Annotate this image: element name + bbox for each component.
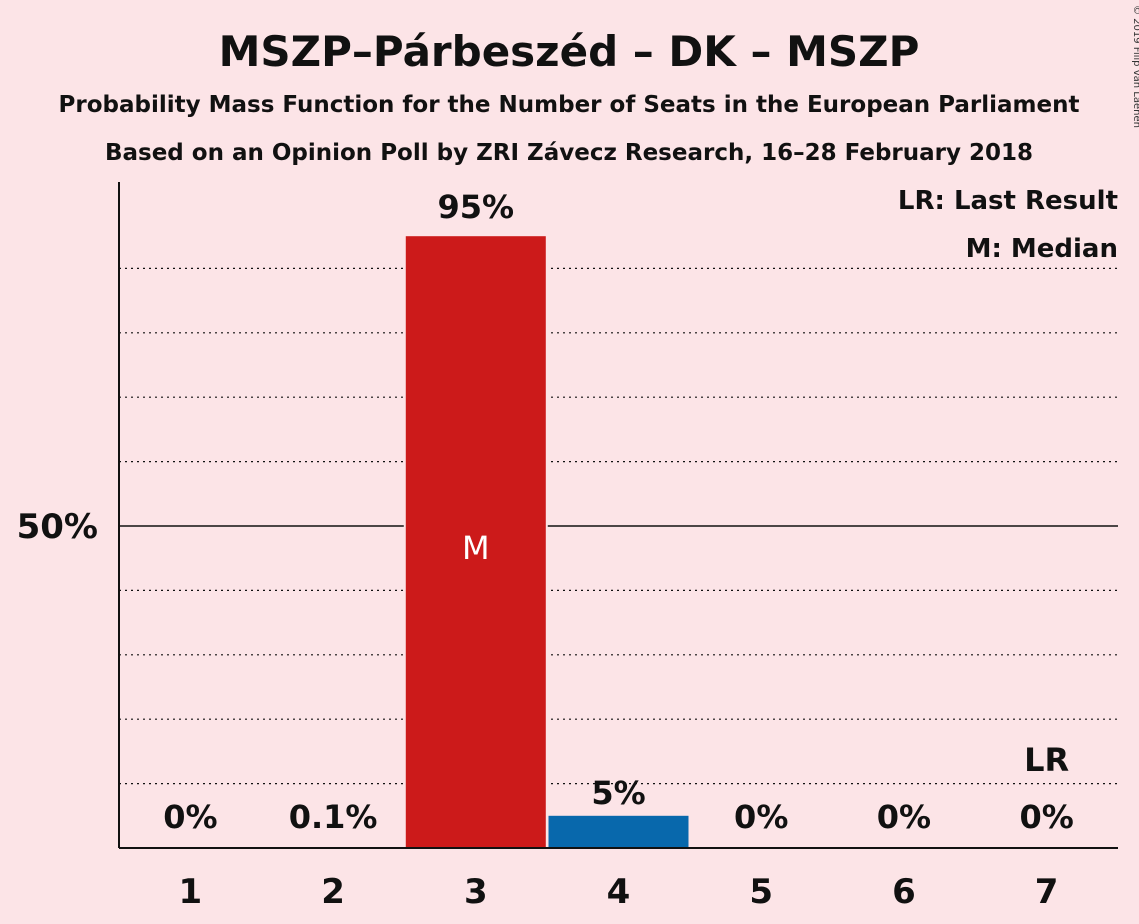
labels: 1 0% 2 0.1% 3 95% M 4 5% 5 0% 6 0% 7 0% LR <box>163 188 1074 912</box>
bar-4 <box>548 815 689 848</box>
value-label-2: 0.1% <box>289 798 378 836</box>
y-tick-label: 50% <box>17 507 98 547</box>
value-label-5: 0% <box>734 798 788 836</box>
x-tick-label-5: 5 <box>749 872 773 912</box>
x-tick-label-1: 1 <box>179 872 203 912</box>
value-label-6: 0% <box>877 798 931 836</box>
bars <box>261 236 691 848</box>
x-tick-label-2: 2 <box>321 872 345 912</box>
x-tick-label-6: 6 <box>892 872 916 912</box>
value-label-7: 0% <box>1019 798 1073 836</box>
legend-median: M: Median <box>966 234 1118 264</box>
value-label-4: 5% <box>591 774 645 812</box>
x-tick-label-7: 7 <box>1035 872 1059 912</box>
chart-title: MSZP–Párbeszéd – DK – MSZP <box>219 27 920 76</box>
bar-3 <box>405 236 546 848</box>
median-marker: M <box>462 529 490 567</box>
copyright-note: © 2019 Filip van Laenen <box>1131 5 1139 128</box>
last-result-marker: LR <box>1024 741 1069 779</box>
chart-source: Based on an Opinion Poll by ZRI Závecz R… <box>105 140 1033 166</box>
x-tick-label-4: 4 <box>607 872 631 912</box>
value-label-3: 95% <box>437 188 514 226</box>
grid-lines <box>119 267 1118 785</box>
chart-subtitle: Probability Mass Function for the Number… <box>59 92 1080 118</box>
x-tick-label-3: 3 <box>464 872 488 912</box>
legend-last-result: LR: Last Result <box>898 186 1118 216</box>
value-label-1: 0% <box>163 798 217 836</box>
